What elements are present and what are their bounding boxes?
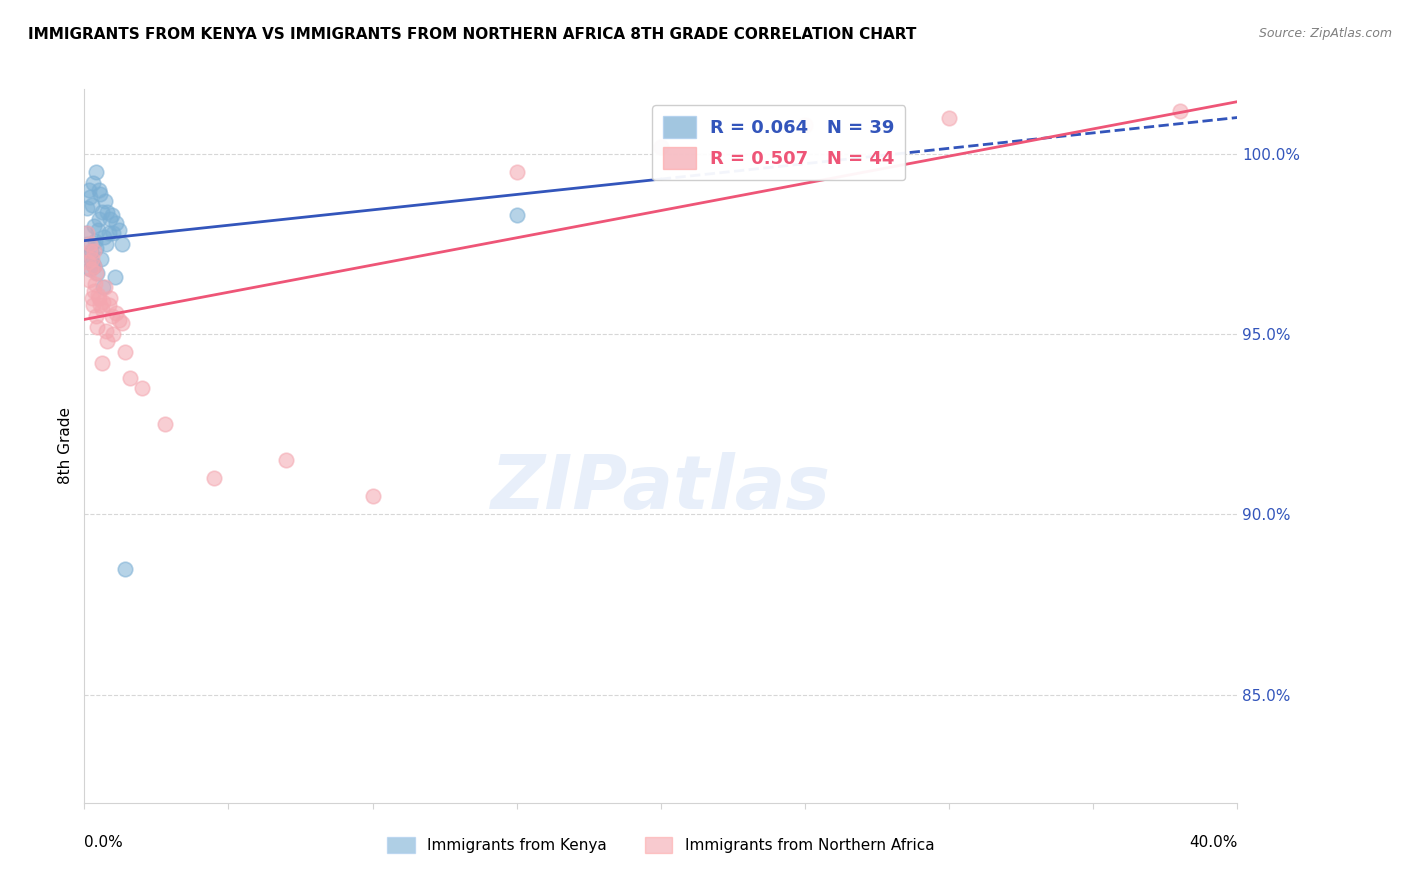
Point xyxy=(93,280,115,294)
Point xyxy=(76,201,98,215)
Point xyxy=(87,287,110,301)
Point xyxy=(108,223,131,237)
Point xyxy=(114,561,136,575)
Point xyxy=(79,237,101,252)
Point xyxy=(98,291,121,305)
Point xyxy=(276,453,298,467)
Text: 0.0%: 0.0% xyxy=(84,835,124,850)
Point xyxy=(84,277,107,291)
Point xyxy=(75,227,97,241)
Point xyxy=(79,190,101,204)
Point xyxy=(96,334,118,349)
Point xyxy=(104,269,127,284)
Point xyxy=(87,291,110,305)
Point xyxy=(90,252,112,266)
Point xyxy=(650,140,672,154)
Point xyxy=(83,219,105,234)
Point xyxy=(80,244,103,259)
Point xyxy=(361,490,384,504)
Point xyxy=(82,176,104,190)
Point xyxy=(111,317,134,331)
Legend: Immigrants from Kenya, Immigrants from Northern Africa: Immigrants from Kenya, Immigrants from N… xyxy=(381,830,941,859)
Point xyxy=(938,111,960,125)
Point xyxy=(120,370,142,384)
Point xyxy=(76,255,98,269)
Point xyxy=(96,204,118,219)
Point xyxy=(87,183,110,197)
Point xyxy=(506,208,529,222)
Point xyxy=(794,118,817,132)
Point xyxy=(97,298,120,312)
Text: Source: ZipAtlas.com: Source: ZipAtlas.com xyxy=(1258,27,1392,40)
Point xyxy=(83,284,105,298)
Point xyxy=(202,471,225,485)
Point xyxy=(98,211,121,226)
Point xyxy=(91,294,114,309)
Point xyxy=(80,197,103,211)
Point xyxy=(89,298,111,312)
Point xyxy=(103,227,124,241)
Point xyxy=(131,381,153,395)
Point xyxy=(86,266,108,280)
Point xyxy=(91,356,114,370)
Point xyxy=(1168,103,1191,118)
Point xyxy=(76,237,98,252)
Point xyxy=(82,255,104,269)
Point xyxy=(82,298,104,312)
Point xyxy=(94,237,117,252)
Point xyxy=(506,165,529,179)
Point xyxy=(91,280,114,294)
Point xyxy=(93,194,115,208)
Point xyxy=(83,259,105,273)
Point xyxy=(80,262,103,277)
Text: 40.0%: 40.0% xyxy=(1189,835,1237,850)
Point xyxy=(100,208,122,222)
Point xyxy=(90,204,112,219)
Text: ZIPatlas: ZIPatlas xyxy=(491,452,831,525)
Point xyxy=(93,230,115,244)
Point xyxy=(89,186,111,201)
Point xyxy=(84,165,107,179)
Point xyxy=(86,241,108,255)
Text: IMMIGRANTS FROM KENYA VS IMMIGRANTS FROM NORTHERN AFRICA 8TH GRADE CORRELATION C: IMMIGRANTS FROM KENYA VS IMMIGRANTS FROM… xyxy=(28,27,917,42)
Point xyxy=(77,273,100,287)
Y-axis label: 8th Grade: 8th Grade xyxy=(58,408,73,484)
Point xyxy=(82,291,104,305)
Point xyxy=(86,266,108,280)
Point xyxy=(87,223,110,237)
Point xyxy=(80,252,103,266)
Point xyxy=(89,211,111,226)
Point xyxy=(105,306,128,320)
Point xyxy=(76,248,98,262)
Point xyxy=(97,227,120,241)
Point xyxy=(90,301,112,316)
Point xyxy=(77,183,100,197)
Point xyxy=(84,234,107,248)
Point xyxy=(103,327,124,342)
Point xyxy=(86,320,108,334)
Point xyxy=(105,215,128,229)
Point xyxy=(76,227,98,241)
Point xyxy=(94,324,117,338)
Point xyxy=(84,310,107,324)
Point xyxy=(79,262,101,277)
Point xyxy=(153,417,176,432)
Point xyxy=(83,244,105,259)
Point xyxy=(100,310,122,324)
Point xyxy=(111,237,134,252)
Point xyxy=(83,259,105,273)
Point xyxy=(108,313,131,327)
Point xyxy=(650,140,672,154)
Point xyxy=(114,345,136,359)
Point xyxy=(79,244,101,259)
